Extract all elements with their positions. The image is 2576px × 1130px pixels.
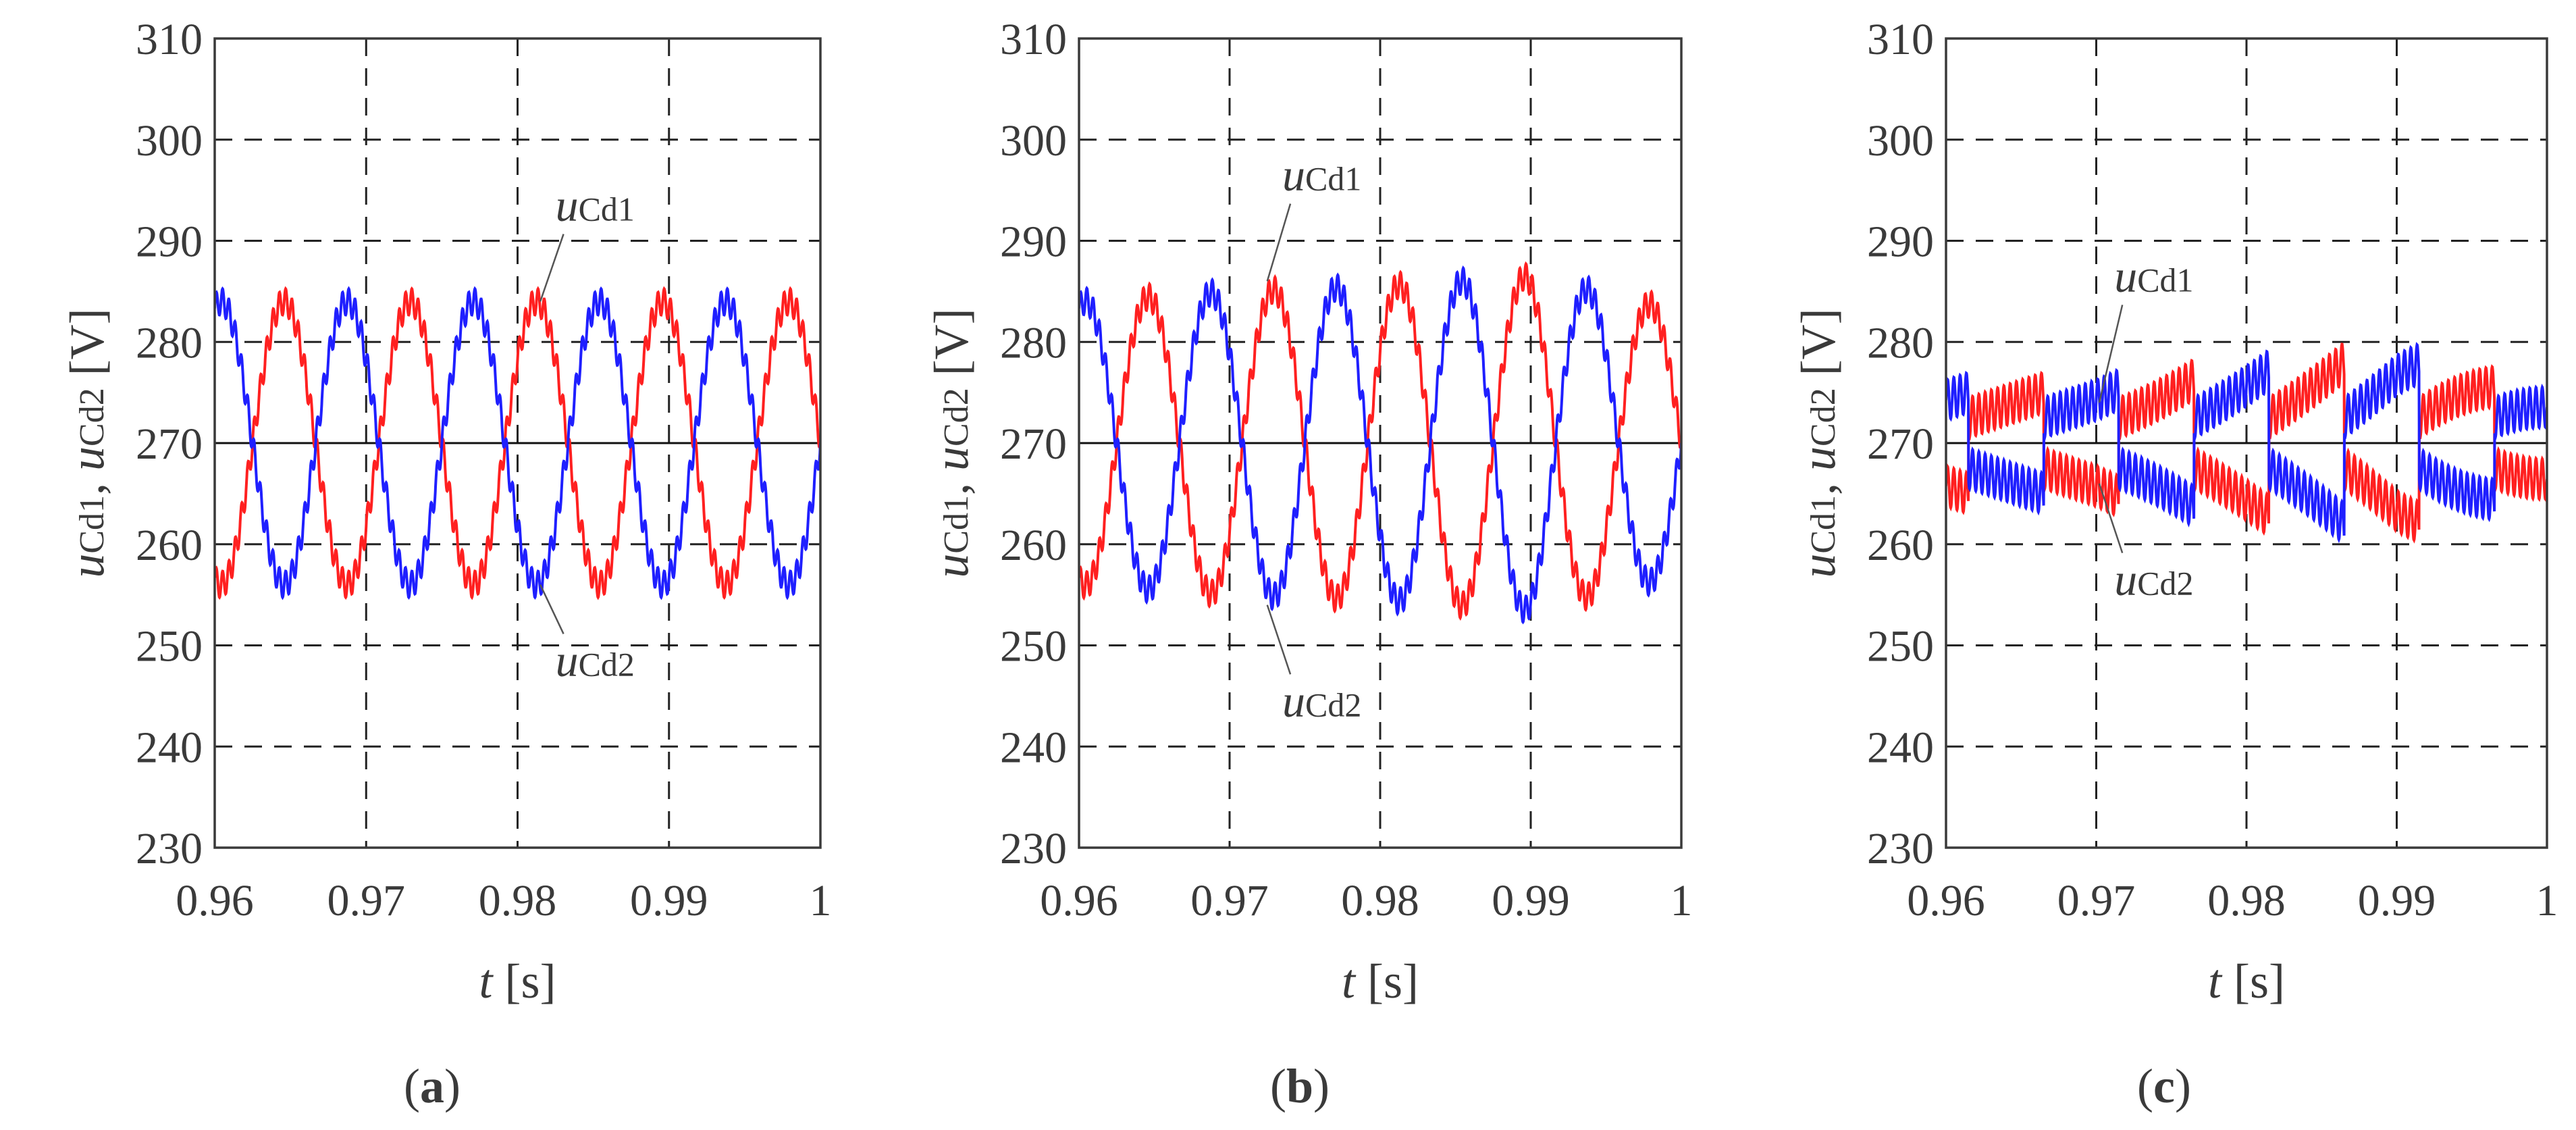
panel-3: 230 240 250 260 270 280 290 300 310 0.96 0.97 0.98 0…	[1791, 15, 2558, 1113]
y-tick-label: 260	[1000, 521, 1067, 570]
x-tick-label: 1	[810, 876, 832, 925]
series-line-ucd2	[1946, 342, 2547, 544]
y-tick-label: 300	[1000, 116, 1067, 165]
annotation-leader-ucd1	[2098, 305, 2124, 403]
x-tick-label: 0.96	[1907, 876, 1985, 925]
x-tick-label: 1	[1671, 876, 1693, 925]
panel-label: (b)	[1270, 1059, 1330, 1113]
y-axis-title: uCd1, uCd2 [V]	[1791, 308, 1845, 577]
y-tick-label: 240	[1867, 723, 1934, 772]
x-tick-label: 0.97	[1190, 876, 1269, 925]
annotation-leader-ucd1	[1266, 203, 1292, 282]
y-tick-label: 290	[1867, 217, 1934, 267]
x-tick-label: 0.98	[2207, 876, 2286, 925]
y-tick-label: 280	[136, 318, 203, 367]
series-line-ucd2	[1079, 265, 1681, 625]
annotation-leader-ucd1	[539, 234, 564, 302]
x-tick-label: 0.98	[479, 876, 557, 925]
y-tick-label: 310	[1000, 15, 1067, 64]
y-tick-label: 250	[1867, 622, 1934, 671]
annotation-label-ucd1: uCd1	[2114, 250, 2193, 301]
x-tick-label: 0.97	[2057, 876, 2136, 925]
y-tick-label: 240	[136, 723, 203, 772]
y-tick-label: 310	[136, 15, 203, 64]
annotation-label-ucd2: uCd2	[2114, 554, 2193, 605]
plot-frame	[213, 37, 822, 849]
y-tick-label: 250	[1000, 622, 1067, 671]
y-tick-label: 260	[1867, 521, 1934, 570]
x-tick-label: 1	[2536, 876, 2558, 925]
x-tick-label: 0.98	[1341, 876, 1419, 925]
x-tick-label: 0.97	[327, 876, 406, 925]
y-tick-label: 250	[136, 622, 203, 671]
plot-frame	[1945, 37, 2548, 849]
x-axis-title: t [s]	[1342, 954, 1419, 1008]
y-tick-label: 270	[1000, 419, 1067, 469]
annotation-leader-ucd2	[2098, 483, 2124, 554]
x-tick-label: 0.99	[2358, 876, 2436, 925]
y-axis-title: uCd1, uCd2 [V]	[924, 308, 978, 577]
series-line-ucd2	[215, 286, 820, 600]
annotation-label-ucd1: uCd1	[556, 180, 635, 231]
plot-frame	[1078, 37, 1683, 849]
y-tick-label: 230	[1867, 824, 1934, 873]
y-tick-label: 300	[136, 116, 203, 165]
x-tick-label: 0.96	[176, 876, 254, 925]
x-axis-title: t [s]	[2208, 954, 2285, 1008]
panel-2: 230 240 250 260 270 280 290 300 310 0.96 0.97 0.98 0…	[924, 15, 1693, 1113]
x-tick-label: 0.99	[630, 876, 708, 925]
y-tick-label: 300	[1867, 116, 1934, 165]
annotation-leader-ucd2	[1266, 605, 1292, 675]
y-tick-label: 270	[136, 419, 203, 469]
y-tick-label: 280	[1867, 318, 1934, 367]
y-tick-label: 310	[1867, 15, 1934, 64]
x-tick-label: 0.99	[1492, 876, 1570, 925]
series-line-ucd1	[1946, 342, 2547, 544]
y-tick-label: 240	[1000, 723, 1067, 772]
y-tick-label: 230	[1000, 824, 1067, 873]
annotation-label-ucd1: uCd1	[1282, 149, 1361, 201]
y-tick-label: 270	[1867, 419, 1934, 469]
annotation-leader-ucd2	[540, 584, 564, 634]
x-axis-title: t [s]	[479, 954, 556, 1008]
panel-label: (c)	[2137, 1059, 2191, 1113]
y-tick-label: 230	[136, 824, 203, 873]
y-tick-label: 280	[1000, 318, 1067, 367]
annotation-label-ucd2: uCd2	[556, 634, 635, 686]
y-axis-title: uCd1, uCd2 [V]	[60, 308, 114, 577]
y-tick-label: 290	[136, 217, 203, 267]
y-tick-label: 290	[1000, 217, 1067, 267]
panel-1: 230 240 250 260 270 280 290 300 310 0.96 0.97 0.98 0…	[60, 15, 832, 1113]
x-tick-label: 0.96	[1040, 876, 1118, 925]
panel-label: (a)	[404, 1059, 461, 1113]
annotation-label-ucd2: uCd2	[1282, 675, 1361, 726]
y-tick-label: 260	[136, 521, 203, 570]
